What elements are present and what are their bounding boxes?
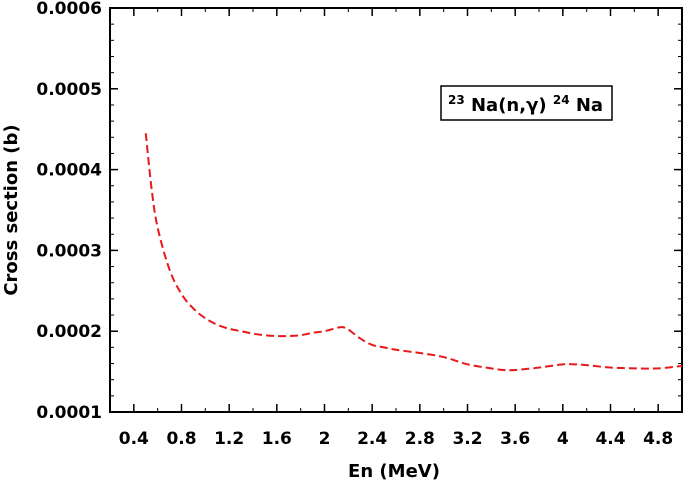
y-axis-title: Cross section (b) bbox=[1, 124, 22, 295]
x-tick-label: 4.8 bbox=[643, 429, 673, 449]
y-tick-label: 0.0005 bbox=[36, 80, 102, 100]
x-tick-label: 2 bbox=[319, 429, 331, 449]
legend-box bbox=[440, 85, 613, 121]
legend-sup-mass-23: 23 bbox=[448, 93, 465, 107]
legend-label: 23 Na(n,γ) 24 Na bbox=[448, 88, 603, 116]
x-axis-title: En (MeV) bbox=[348, 461, 440, 482]
x-tick-label: 0.8 bbox=[166, 429, 196, 449]
plot-frame bbox=[109, 7, 683, 413]
legend: 23 Na(n,γ) 24 Na bbox=[440, 85, 613, 121]
x-tick-label: 1.2 bbox=[214, 429, 244, 449]
x-tick-label: 2.8 bbox=[405, 429, 435, 449]
y-tick-label: 0.0006 bbox=[36, 0, 102, 19]
x-tick-label: 3.6 bbox=[500, 429, 530, 449]
y-tick-label: 0.0003 bbox=[36, 241, 102, 261]
x-axis-ticks: 0.4 0.8 1.2 1.6 2 2.4 2.8 3.2 3.6 4 4.4 4.8 bbox=[109, 8, 683, 449]
y-tick-label: 0.0001 bbox=[36, 403, 102, 423]
legend-reaction: Na(n,γ) bbox=[471, 95, 547, 116]
x-tick-label: 1.6 bbox=[262, 429, 292, 449]
y-tick-label: 0.0004 bbox=[36, 161, 102, 181]
x-tick-label: 4 bbox=[557, 429, 569, 449]
legend-product: Na bbox=[576, 95, 603, 116]
x-tick-label: 3.2 bbox=[452, 429, 482, 449]
y-axis-ticks: 0.0001 0.0002 0.0003 0.0004 0.0005 0.0006 bbox=[36, 0, 682, 423]
legend-sup-mass-24: 24 bbox=[553, 93, 570, 107]
x-tick-label: 4.4 bbox=[595, 429, 625, 449]
plot-frame-group bbox=[109, 7, 683, 413]
series-group bbox=[144, 133, 683, 372]
x-tick-label: 2.4 bbox=[357, 429, 387, 449]
y-tick-label: 0.0002 bbox=[36, 322, 102, 342]
series-line bbox=[144, 133, 683, 372]
x-tick-label: 0.4 bbox=[119, 429, 149, 449]
